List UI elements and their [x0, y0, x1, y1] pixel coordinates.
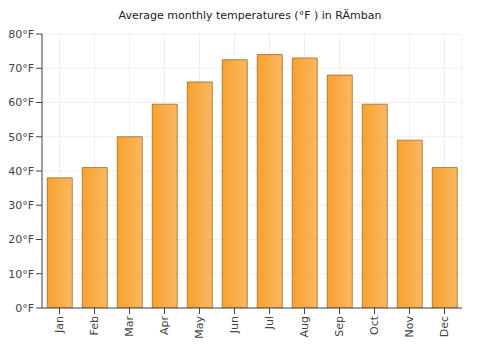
svg-text:0°F: 0°F — [15, 302, 34, 315]
svg-text:60°F: 60°F — [8, 96, 34, 109]
svg-text:Feb: Feb — [88, 316, 101, 335]
html-text:Average monthly temperatures (: Average monthly temperatures (°F ) in RÄ… — [118, 9, 382, 22]
svg-text:50°F: 50°F — [8, 131, 34, 144]
svg-text:Apr: Apr — [158, 316, 171, 336]
svg-text:Jun: Jun — [228, 316, 241, 334]
svg-text:40°F: 40°F — [8, 165, 34, 178]
svg-text:10°F: 10°F — [8, 268, 34, 281]
svg-text:May: May — [193, 316, 206, 339]
svg-text:Jul: Jul — [263, 316, 276, 330]
svg-text:80°F: 80°F — [8, 28, 34, 41]
svg-text:Dec: Dec — [438, 316, 451, 337]
svg-text:Aug: Aug — [298, 316, 311, 337]
svg-text:20°F: 20°F — [8, 233, 34, 246]
svg-text:70°F: 70°F — [8, 62, 34, 75]
svg-text:Mar: Mar — [123, 316, 136, 337]
svg-text:Sep: Sep — [333, 316, 346, 337]
svg-text:Jan: Jan — [53, 316, 66, 334]
svg-text:Oct: Oct — [368, 315, 381, 335]
svg-text:30°F: 30°F — [8, 199, 34, 212]
svg-text:Nov: Nov — [403, 316, 416, 338]
